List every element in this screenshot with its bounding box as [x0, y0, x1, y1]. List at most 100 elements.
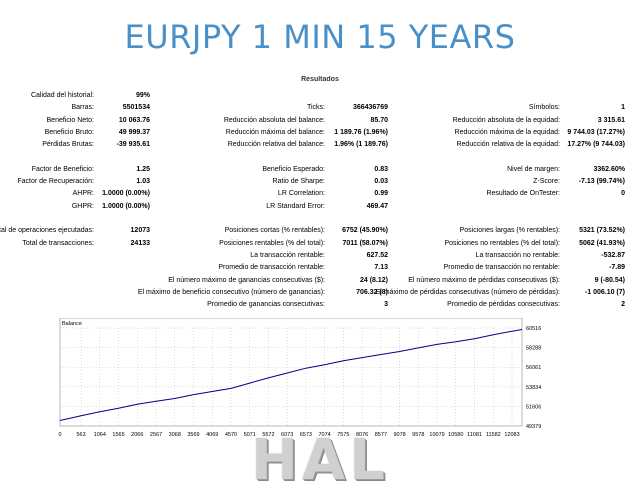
metric-label: Resultado de OnTester:: [486, 188, 560, 200]
metric-value: 1 189.76 (1.96%): [334, 127, 388, 139]
metric-value: 17.27% (9 744.03): [567, 139, 625, 151]
metric-value: 469.47: [367, 201, 388, 213]
metric-value: 1.25: [136, 164, 150, 176]
metric-label: Pérdidas Brutas:: [42, 139, 94, 151]
metric-label: Promedio de pérdidas consecutivas:: [447, 299, 560, 311]
metric-label: Promedio de transacción rentable:: [218, 262, 325, 274]
metric-value: -7.89: [609, 262, 625, 274]
chart-title: Balance: [62, 321, 82, 327]
metric-value: 1.0000 (0.00%): [102, 188, 150, 200]
metric-label: Reducción absoluta del balance:: [224, 115, 325, 127]
hal-logo: HAL: [0, 428, 640, 493]
metric-value: 24133: [131, 238, 150, 250]
metric-value: 99%: [136, 90, 150, 102]
metric-value: 366436769: [353, 102, 388, 114]
metric-value: 627.52: [367, 250, 388, 262]
report-row: Calidad del historial: 99%: [0, 90, 640, 102]
metric-value: 3 315.61: [598, 115, 625, 127]
report-row: [0, 152, 640, 164]
metric-label: El máximo de beneficio consecutivo (núme…: [138, 287, 325, 299]
metric-value: 0.03: [374, 176, 388, 188]
metric-label: Reducción máxima del balance:: [226, 127, 325, 139]
metric-value: 0.83: [374, 164, 388, 176]
report-table: Calidad del historial: 99% Barras: 5501534 T…: [0, 84, 640, 304]
metric-label: Promedio de transacción no rentable:: [444, 262, 560, 274]
metric-value: 5321 (73.52%): [579, 225, 625, 237]
metric-label: El número máximo de pérdidas consecutiva…: [408, 275, 560, 287]
metric-value: -39 935.61: [117, 139, 150, 151]
metric-value: 9 744.03 (17.27%): [567, 127, 625, 139]
y-tick-label: 58288: [526, 346, 541, 352]
metric-value: 24 (8.12): [360, 275, 388, 287]
metric-label: Promedio de ganancias consecutivas:: [207, 299, 325, 311]
report-row: El máximo de beneficio consecutivo (núme…: [0, 287, 640, 299]
metric-label: Posiciones largas (% rentables):: [460, 225, 560, 237]
metric-label: AHPR:: [73, 188, 94, 200]
metric-value: 3: [384, 299, 388, 311]
metric-value: 6752 (45.90%): [342, 225, 388, 237]
metric-label: Posiciones cortas (% rentables):: [225, 225, 325, 237]
report-row: Total de transacciones: 24133 Posiciones r…: [0, 238, 640, 250]
metric-label: Ticks:: [307, 102, 325, 114]
metric-label: Posiciones rentables (% del total):: [219, 238, 325, 250]
metric-label: Beneficio Neto:: [47, 115, 94, 127]
y-tick-label: 53834: [526, 385, 541, 391]
metric-value: 10 063.76: [119, 115, 150, 127]
metric-value: 85.70: [370, 115, 388, 127]
metric-value: 5062 (41.93%): [579, 238, 625, 250]
metric-label: Reducción relativa del balance:: [228, 139, 325, 151]
report-row: Total de operaciones ejecutadas: 12073 Pos…: [0, 225, 640, 237]
metric-label: Reducción máxima de la equidad:: [455, 127, 560, 139]
metric-label: GHPR:: [72, 201, 94, 213]
y-tick-label: 60516: [526, 326, 541, 332]
metric-value: -1 006.10 (7): [585, 287, 625, 299]
metric-label: Ratio de Sharpe:: [272, 176, 325, 188]
report-row: Pérdidas Brutas: -39 935.61 Reducción rela…: [0, 139, 640, 151]
metric-label: Z-Score:: [533, 176, 560, 188]
metric-value: 2: [621, 299, 625, 311]
metric-value: -532.87: [601, 250, 625, 262]
metric-label: LR Correlation:: [278, 188, 325, 200]
report-row: Promedio de ganancias consecutivas: 3 Prom…: [0, 299, 640, 311]
metric-value: 7011 (58.07%): [342, 238, 388, 250]
metric-label: El máximo de pérdidas consecutivas (núme…: [376, 287, 560, 299]
report-row: Beneficio Neto: 10 063.76 Reducción absolu…: [0, 115, 640, 127]
metric-label: Calidad del historial:: [31, 90, 94, 102]
report-row: [0, 213, 640, 225]
metric-value: -7.13 (99.74%): [579, 176, 625, 188]
metric-value: 7.13: [374, 262, 388, 274]
report-row: GHPR:1.0000 (0.00%)LR Standard Error:469…: [0, 201, 640, 213]
metric-label: Factor de Beneficio:: [32, 164, 94, 176]
page-title: EURJPY 1 MIN 15 YEARS: [0, 18, 640, 56]
metric-label: Barras:: [71, 102, 94, 114]
metric-value: 1.0000 (0.00%): [102, 201, 150, 213]
metric-label: Total de transacciones:: [22, 238, 94, 250]
report-row: Factor de Beneficio: 1.25 Beneficio Espera…: [0, 164, 640, 176]
metric-value: 0.99: [374, 188, 388, 200]
y-tick-label: 56061: [526, 365, 541, 371]
metric-value: 12073: [131, 225, 150, 237]
metric-value: 1: [621, 102, 625, 114]
report-row: Barras: 5501534 Ticks: 366436769 Símbolos: 1: [0, 102, 640, 114]
report-row: El número máximo de ganancias consecutiv…: [0, 275, 640, 287]
report-row: Promedio de transacción rentable: 7.13 Pro…: [0, 262, 640, 274]
metric-label: Total de operaciones ejecutadas:: [0, 225, 94, 237]
metric-value: 5501534: [123, 102, 150, 114]
metric-label: Posiciones no rentables (% del total):: [444, 238, 560, 250]
metric-value: 9 (-80.54): [595, 275, 625, 287]
metric-label: Reducción relativa de la equidad:: [456, 139, 560, 151]
metric-label: Beneficio Esperado:: [262, 164, 325, 176]
metric-label: Símbolos:: [529, 102, 560, 114]
report-row: AHPR: 1.0000 (0.00%) LR Correlation: 0.99 Re…: [0, 188, 640, 200]
metric-label: Factor de Recuperación:: [17, 176, 94, 188]
metric-label: Nivel de margen:: [507, 164, 560, 176]
metric-label: El número máximo de ganancias consecutiv…: [168, 275, 325, 287]
metric-label: La transacción rentable:: [250, 250, 325, 262]
report-header: Resultados: [0, 76, 640, 81]
metric-value: 3362.60%: [593, 164, 625, 176]
